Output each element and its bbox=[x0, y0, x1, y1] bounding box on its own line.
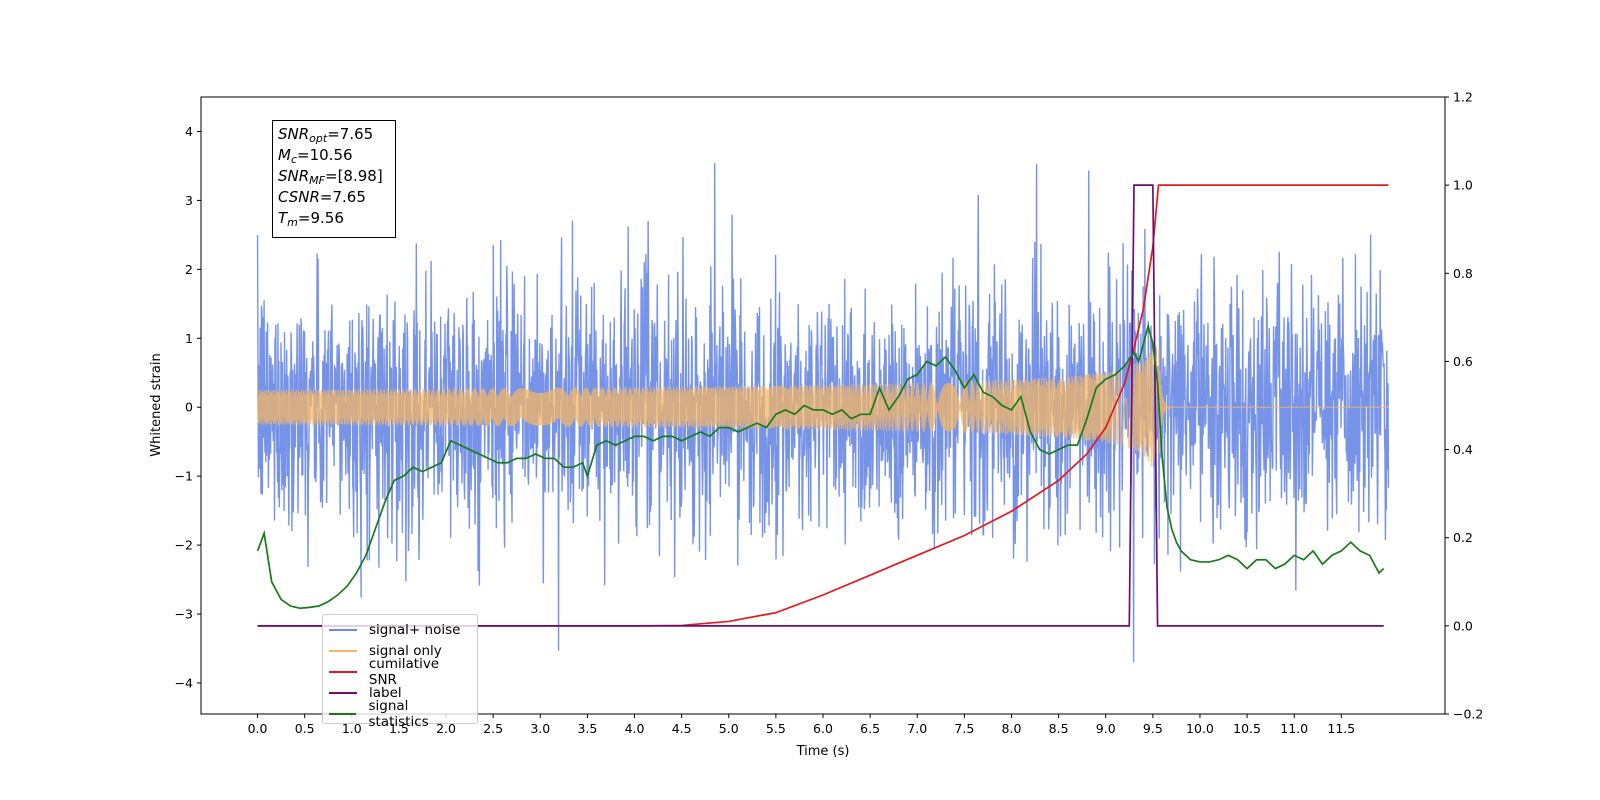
annotation-value: =10.56 bbox=[297, 146, 353, 164]
legend: signal+ noise signal only cumilative SNR la… bbox=[322, 614, 478, 730]
legend-label: label bbox=[369, 684, 402, 701]
y-tick-label: 4 bbox=[185, 124, 193, 139]
y-tick-label: 1 bbox=[185, 331, 193, 346]
y2-tick-label: 1.0 bbox=[1453, 178, 1473, 193]
legend-label: cumilative SNR bbox=[368, 655, 440, 688]
y-axis: −4 −3 −2 −1 0 1 2 3 4 bbox=[175, 124, 201, 690]
annotation-variable: SNR bbox=[278, 125, 310, 143]
annotation-variable: T bbox=[278, 209, 288, 227]
y2-tick-label: 0.6 bbox=[1453, 354, 1473, 369]
y-axis-label: Whitened strain bbox=[149, 353, 164, 456]
y-tick-label: 3 bbox=[185, 193, 193, 208]
x-tick-label: 3.5 bbox=[577, 721, 597, 736]
x-tick-label: 4.0 bbox=[625, 721, 645, 736]
legend-swatch bbox=[329, 649, 357, 652]
annotation-subscript: m bbox=[287, 216, 298, 229]
x-tick-label: 8.5 bbox=[1049, 721, 1069, 736]
annotation-subscript: c bbox=[290, 153, 298, 166]
y2-tick-label: 0.2 bbox=[1453, 530, 1473, 545]
x-tick-label: 10.0 bbox=[1186, 721, 1214, 736]
y-tick-label: −3 bbox=[175, 607, 193, 622]
annotation-subscript: opt bbox=[309, 132, 328, 145]
annotation-line: Mc=10.56 bbox=[278, 145, 390, 166]
x-tick-label: 6.5 bbox=[860, 721, 880, 736]
x-tick-label: 7.0 bbox=[907, 721, 927, 736]
x-tick-label: 9.5 bbox=[1143, 721, 1163, 736]
x-axis: 0.0 0.5 1.0 1.5 2.0 2.5 3.0 3.5 4.0 4.5 5.0 5.5 6.0 6… bbox=[248, 714, 1355, 736]
series-signal-statistics-line bbox=[256, 322, 1385, 610]
y2-tick-label: −0.2 bbox=[1453, 707, 1483, 722]
x-tick-label: 5.0 bbox=[719, 721, 739, 736]
y2-tick-label: 1.2 bbox=[1453, 90, 1473, 105]
legend-label: signal only bbox=[369, 642, 442, 659]
series-label-line bbox=[257, 184, 1384, 627]
legend-item: signal only bbox=[329, 640, 471, 661]
x-tick-label: 7.5 bbox=[954, 721, 974, 736]
legend-item: signal+ noise bbox=[329, 619, 471, 640]
y2-axis: −0.2 0.0 0.2 0.4 0.6 0.8 1.0 1.2 bbox=[1445, 90, 1483, 722]
x-tick-label: 0.5 bbox=[295, 721, 315, 736]
annotation-variable: M bbox=[278, 146, 291, 164]
annotation-line: Tm=9.56 bbox=[278, 208, 390, 229]
y-tick-label: −1 bbox=[175, 469, 193, 484]
y-tick-label: −2 bbox=[175, 538, 193, 553]
x-tick-label: 10.5 bbox=[1233, 721, 1261, 736]
x-tick-label: 11.5 bbox=[1327, 721, 1355, 736]
legend-item: cumilative SNR bbox=[329, 656, 471, 688]
x-axis-label: Time (s) bbox=[796, 744, 850, 759]
series-signal-only-line bbox=[256, 344, 1389, 466]
legend-item: label bbox=[329, 682, 471, 703]
x-tick-label: 8.0 bbox=[1002, 721, 1022, 736]
legend-item: signal statistics bbox=[329, 698, 471, 730]
x-tick-label: 0.0 bbox=[248, 721, 268, 736]
annotation-line: SNRMF=[8.98] bbox=[278, 166, 390, 187]
legend-swatch bbox=[329, 628, 357, 631]
annotation-value: =[8.98] bbox=[325, 167, 383, 185]
x-tick-label: 6.0 bbox=[813, 721, 833, 736]
y2-tick-label: 0.4 bbox=[1453, 442, 1473, 457]
legend-swatch bbox=[329, 712, 357, 715]
legend-label: signal+ noise bbox=[369, 621, 461, 638]
x-tick-label: 5.5 bbox=[766, 721, 786, 736]
x-tick-label: 4.5 bbox=[672, 721, 692, 736]
legend-swatch bbox=[329, 691, 357, 694]
y2-tick-label: 0.8 bbox=[1453, 266, 1473, 281]
annotation-value: =9.56 bbox=[297, 209, 344, 227]
plot-content bbox=[256, 163, 1390, 663]
y-tick-label: 2 bbox=[185, 262, 193, 277]
annotation-variable: SNR bbox=[278, 167, 310, 185]
stats-annotation-box: SNRopt=7.65 Mc=10.56 SNRMF=[8.98] CSNR=7.65… bbox=[272, 120, 396, 238]
annotation-value: =7.65 bbox=[327, 125, 374, 143]
x-tick-label: 1.5 bbox=[389, 721, 409, 736]
x-tick-label: 2.0 bbox=[436, 721, 456, 736]
y2-tick-label: 0.0 bbox=[1453, 618, 1473, 633]
annotation-line: SNRopt=7.65 bbox=[278, 124, 390, 145]
x-tick-label: 2.5 bbox=[483, 721, 503, 736]
x-tick-label: 1.0 bbox=[342, 721, 362, 736]
legend-swatch bbox=[329, 670, 357, 673]
x-tick-label: 11.0 bbox=[1280, 721, 1308, 736]
annotation-line: CSNR=7.65 bbox=[278, 187, 390, 208]
legend-label: signal statistics bbox=[368, 697, 429, 730]
annotation-subscript: MF bbox=[309, 174, 325, 187]
annotation-variable: CSNR bbox=[278, 188, 320, 206]
x-tick-label: 3.0 bbox=[530, 721, 550, 736]
annotation-value: =7.65 bbox=[319, 188, 366, 206]
y-tick-label: 0 bbox=[185, 400, 193, 415]
x-tick-label: 9.0 bbox=[1096, 721, 1116, 736]
y-tick-label: −4 bbox=[175, 675, 193, 690]
